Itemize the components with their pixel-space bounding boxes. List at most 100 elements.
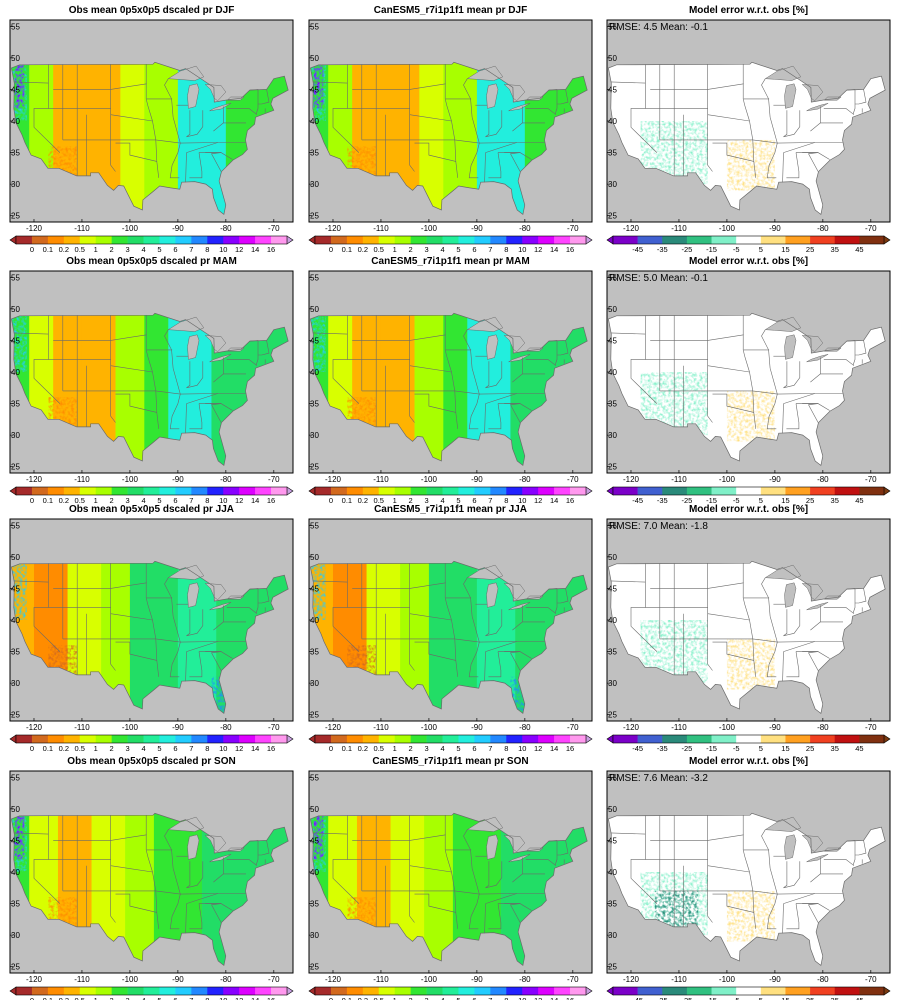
lat-tick-label: 30	[310, 931, 319, 940]
state-border	[504, 651, 532, 659]
lake	[508, 602, 531, 611]
state-border	[488, 403, 502, 430]
error-stats: RMSE: 7.0 Mean: -1.8	[609, 521, 708, 532]
colorbar-swatch	[410, 987, 427, 995]
colorbar-label: 7	[488, 996, 492, 1000]
colorbar-label: 3	[425, 996, 429, 1000]
lake	[784, 83, 797, 109]
lon-tick-label: -70	[567, 975, 579, 984]
lat-tick-label: 25	[11, 212, 20, 221]
lake	[806, 354, 829, 363]
colorbar-label: 0	[30, 496, 34, 505]
coastline	[608, 560, 886, 715]
panel-title: Model error w.r.t. obs [%]	[689, 256, 808, 267]
state-border	[712, 893, 754, 913]
state-border	[213, 621, 224, 631]
lat-tick-label: 40	[11, 868, 20, 877]
lake	[187, 334, 200, 360]
lat-tick-label: 40	[310, 368, 319, 377]
state-border	[332, 815, 360, 904]
map-panel: Obs mean 0p5x0p5 dscaled pr MAM253035404…	[9, 256, 294, 505]
lat-tick-label: 55	[310, 273, 319, 282]
colorbar-swatch	[207, 735, 224, 743]
lon-tick-label: -70	[268, 975, 280, 984]
colorbar-swatch	[47, 487, 65, 495]
colorbar-under-arrow	[9, 734, 17, 744]
colorbar-swatch	[538, 735, 555, 743]
state-border	[712, 142, 754, 162]
colorbar-swatch	[506, 735, 523, 743]
colorbar-swatch	[223, 487, 240, 495]
state-border	[783, 142, 815, 153]
colorbar-label: 5	[759, 245, 763, 254]
lake	[486, 83, 499, 109]
colorbar-swatch	[810, 236, 836, 244]
colorbar-swatch	[442, 987, 459, 995]
colorbar-label: 16	[267, 996, 275, 1000]
colorbar-over-arrow	[883, 986, 891, 996]
lon-tick-label: -80	[519, 224, 531, 233]
state-border	[802, 403, 830, 411]
lon-tick-label: -120	[623, 723, 640, 732]
colorbar-label: 12	[235, 245, 243, 254]
lake	[764, 564, 802, 580]
state-border	[226, 607, 258, 614]
state-border	[463, 78, 473, 118]
state-border	[186, 142, 218, 153]
colorbar-under-arrow	[606, 235, 614, 245]
state-border	[761, 78, 771, 118]
lat-tick-label: 45	[310, 836, 319, 845]
colorbar-swatch	[95, 735, 112, 743]
state-border	[650, 83, 744, 90]
coastline	[11, 61, 289, 216]
state-border	[226, 859, 258, 866]
colorbar-label: 1	[94, 744, 98, 753]
lon-tick-label: -70	[567, 475, 579, 484]
state-border	[186, 110, 191, 138]
colorbar-swatch	[522, 987, 539, 995]
colorbar-swatch	[159, 236, 176, 244]
colorbar-label: 6	[173, 744, 177, 753]
colorbar-label: 10	[219, 744, 227, 753]
colorbar-label: -5	[733, 996, 740, 1000]
state-border	[258, 340, 270, 356]
lat-tick-label: 35	[310, 900, 319, 909]
lake	[806, 103, 829, 112]
colorbar-swatch	[127, 236, 144, 244]
lon-tick-label: -80	[817, 975, 829, 984]
colorbar-label: 8	[205, 744, 209, 753]
colorbar-label: 5	[157, 996, 161, 1000]
state-border	[189, 903, 203, 930]
lat-tick-label: 55	[608, 521, 617, 530]
colorbar-swatch	[378, 987, 396, 995]
lat-tick-label: 50	[11, 305, 20, 314]
colorbar-label: 10	[518, 996, 526, 1000]
lat-tick-label: 45	[608, 336, 617, 345]
colorbar-over-arrow	[286, 486, 294, 496]
lat-tick-label: 55	[608, 22, 617, 31]
state-border	[332, 563, 360, 652]
lon-tick-label: -120	[325, 475, 342, 484]
colorbar-swatch	[662, 236, 688, 244]
colorbar-label: 45	[855, 496, 863, 505]
state-border	[610, 832, 646, 835]
colorbar-label: 5	[759, 496, 763, 505]
colorbar-under-arrow	[606, 986, 614, 996]
state-border	[53, 334, 147, 341]
state-border	[352, 83, 446, 90]
state-border	[169, 368, 181, 430]
colorbar-swatch	[47, 735, 65, 743]
colorbar-label: 5	[456, 996, 460, 1000]
lon-tick-label: -70	[865, 975, 877, 984]
map-panel: Model error w.r.t. obs [%]25303540455055…	[606, 5, 891, 254]
lon-tick-label: -100	[719, 475, 736, 484]
colorbar-label: 6	[173, 496, 177, 505]
state-border	[164, 577, 174, 617]
colorbar-swatch	[760, 487, 786, 495]
colorbar-label: -45	[632, 245, 643, 254]
state-border	[186, 361, 191, 389]
colorbar-swatch	[810, 487, 836, 495]
state-border	[332, 64, 360, 153]
colorbar-label: 0.1	[342, 496, 352, 505]
state-border	[488, 903, 502, 930]
